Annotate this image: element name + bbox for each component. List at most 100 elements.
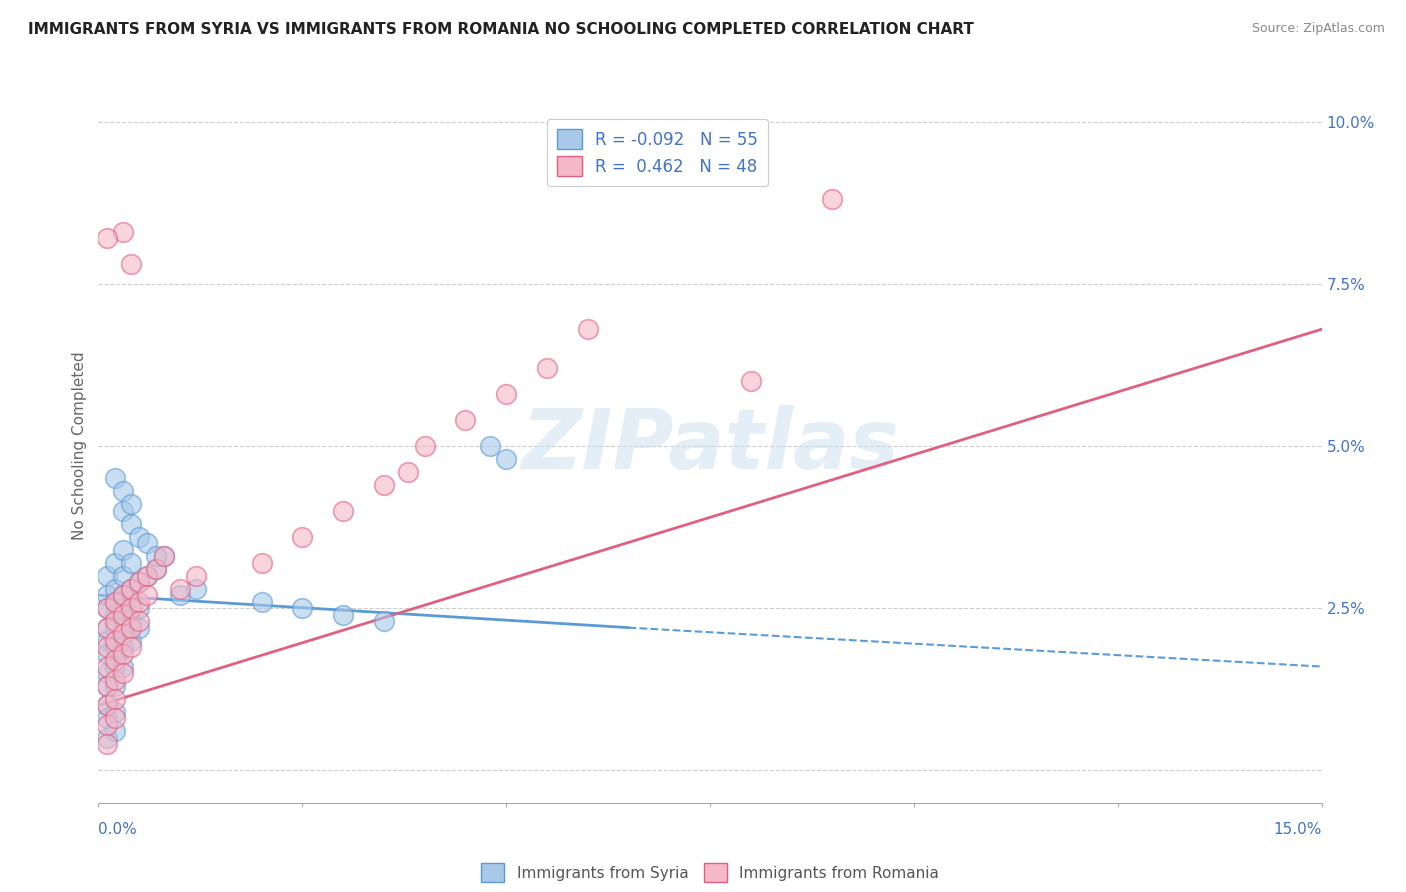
Point — [128, 614, 150, 628]
Point — [186, 582, 208, 596]
Y-axis label: No Schooling Completed: No Schooling Completed — [72, 351, 87, 541]
Point — [128, 575, 150, 590]
Point — [536, 361, 558, 376]
Point — [128, 621, 150, 635]
Point — [104, 679, 127, 693]
Point — [111, 659, 134, 673]
Point — [104, 595, 127, 609]
Point — [111, 225, 134, 239]
Point — [111, 484, 134, 499]
Point — [454, 413, 477, 427]
Point — [104, 471, 127, 485]
Point — [120, 595, 142, 609]
Point — [96, 568, 118, 582]
Point — [96, 718, 118, 732]
Point — [96, 698, 118, 713]
Point — [373, 614, 395, 628]
Point — [152, 549, 174, 564]
Point — [111, 607, 134, 622]
Point — [96, 601, 118, 615]
Point — [111, 568, 134, 582]
Point — [96, 601, 118, 615]
Point — [96, 711, 118, 725]
Point — [96, 666, 118, 681]
Point — [145, 549, 167, 564]
Point — [96, 679, 118, 693]
Text: IMMIGRANTS FROM SYRIA VS IMMIGRANTS FROM ROMANIA NO SCHOOLING COMPLETED CORRELAT: IMMIGRANTS FROM SYRIA VS IMMIGRANTS FROM… — [28, 22, 974, 37]
Point — [136, 568, 159, 582]
Point — [96, 679, 118, 693]
Point — [96, 698, 118, 713]
Point — [104, 705, 127, 719]
Point — [104, 673, 127, 687]
Point — [111, 647, 134, 661]
Point — [136, 536, 159, 550]
Point — [104, 724, 127, 739]
Point — [120, 556, 142, 570]
Point — [104, 653, 127, 667]
Point — [120, 582, 142, 596]
Point — [495, 452, 517, 467]
Point — [96, 640, 118, 654]
Point — [111, 504, 134, 518]
Point — [120, 601, 142, 615]
Point — [96, 738, 118, 752]
Point — [576, 322, 599, 336]
Point — [104, 640, 127, 654]
Point — [821, 193, 844, 207]
Point — [413, 439, 436, 453]
Point — [104, 614, 127, 628]
Point — [104, 582, 127, 596]
Point — [96, 647, 118, 661]
Point — [96, 731, 118, 745]
Point — [111, 640, 134, 654]
Point — [169, 582, 191, 596]
Point — [111, 588, 134, 602]
Point — [120, 640, 142, 654]
Point — [373, 478, 395, 492]
Point — [128, 530, 150, 544]
Point — [332, 504, 354, 518]
Point — [120, 614, 142, 628]
Point — [111, 588, 134, 602]
Text: 15.0%: 15.0% — [1274, 822, 1322, 837]
Point — [111, 621, 134, 635]
Point — [145, 562, 167, 576]
Point — [396, 465, 419, 479]
Text: 0.0%: 0.0% — [98, 822, 138, 837]
Point — [111, 666, 134, 681]
Point — [104, 659, 127, 673]
Point — [104, 711, 127, 725]
Point — [332, 607, 354, 622]
Point — [478, 439, 501, 453]
Point — [120, 621, 142, 635]
Point — [104, 621, 127, 635]
Point — [145, 562, 167, 576]
Point — [120, 582, 142, 596]
Point — [120, 497, 142, 511]
Point — [104, 607, 127, 622]
Legend: Immigrants from Syria, Immigrants from Romania: Immigrants from Syria, Immigrants from R… — [475, 857, 945, 888]
Point — [136, 588, 159, 602]
Point — [250, 595, 273, 609]
Point — [96, 659, 118, 673]
Point — [96, 633, 118, 648]
Point — [136, 568, 159, 582]
Point — [291, 530, 314, 544]
Point — [96, 621, 118, 635]
Point — [104, 556, 127, 570]
Text: ZIPatlas: ZIPatlas — [522, 406, 898, 486]
Point — [111, 627, 134, 641]
Point — [128, 575, 150, 590]
Point — [96, 588, 118, 602]
Point — [111, 542, 134, 557]
Point — [169, 588, 191, 602]
Point — [250, 556, 273, 570]
Point — [740, 374, 762, 388]
Point — [128, 601, 150, 615]
Point — [120, 257, 142, 271]
Point — [96, 231, 118, 245]
Point — [104, 633, 127, 648]
Point — [120, 633, 142, 648]
Point — [186, 568, 208, 582]
